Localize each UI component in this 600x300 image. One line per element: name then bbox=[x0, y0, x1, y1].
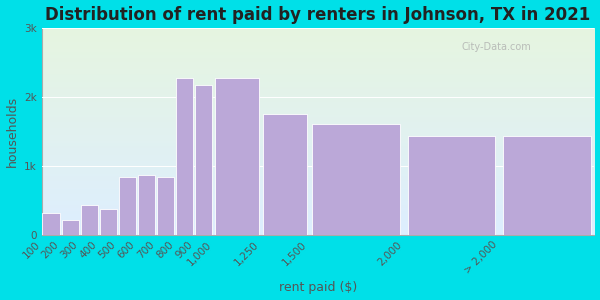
Bar bbox=[138, 176, 155, 235]
Text: City-Data.com: City-Data.com bbox=[462, 42, 532, 52]
Bar bbox=[215, 78, 259, 235]
X-axis label: rent paid ($): rent paid ($) bbox=[279, 281, 357, 294]
Bar bbox=[176, 78, 193, 235]
Bar bbox=[407, 136, 496, 235]
Bar bbox=[195, 85, 212, 235]
Bar bbox=[43, 213, 60, 235]
Bar bbox=[80, 205, 98, 235]
Bar bbox=[313, 124, 400, 235]
Bar bbox=[100, 209, 117, 235]
Bar bbox=[157, 177, 175, 235]
Bar bbox=[119, 177, 136, 235]
Bar bbox=[62, 220, 79, 235]
Bar bbox=[503, 136, 590, 235]
Y-axis label: households: households bbox=[5, 96, 19, 167]
Bar bbox=[263, 114, 307, 235]
Title: Distribution of rent paid by renters in Johnson, TX in 2021: Distribution of rent paid by renters in … bbox=[46, 6, 591, 24]
